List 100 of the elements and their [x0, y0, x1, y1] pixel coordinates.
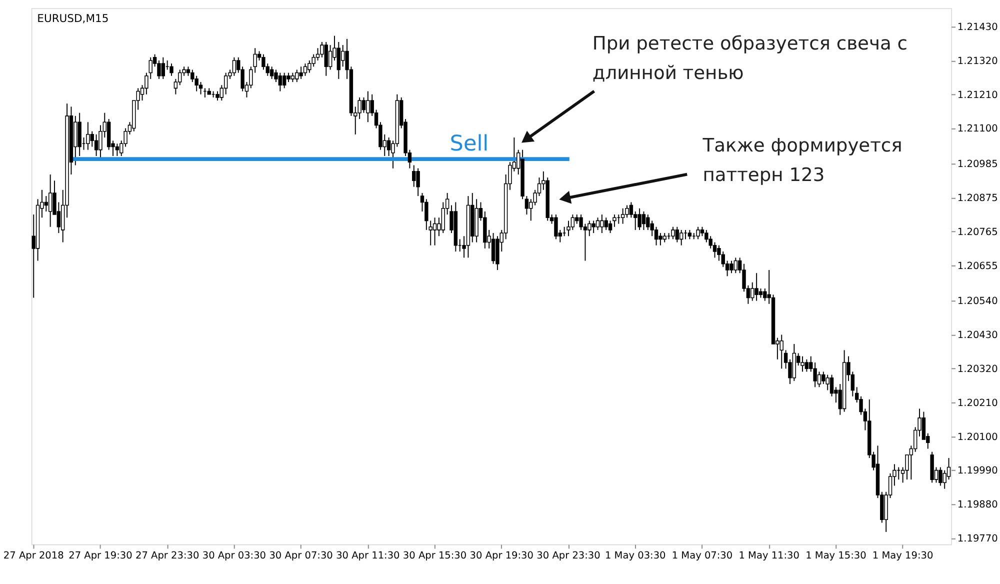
candlestick — [336, 41, 341, 80]
candlestick — [712, 242, 717, 258]
candlestick — [596, 217, 600, 230]
candlestick — [282, 72, 286, 89]
candlestick — [416, 168, 420, 197]
y-tick-label: 1.19880 — [957, 500, 998, 511]
x-tick-label: 1 May 19:30 — [872, 550, 934, 562]
candlestick — [441, 202, 445, 234]
x-tick-label: 1 May 07:30 — [672, 550, 733, 562]
candlestick — [730, 260, 734, 274]
candlestick — [412, 164, 416, 188]
y-tick-label: 1.21100 — [957, 124, 998, 135]
y-tick-label: 1.19770 — [957, 534, 998, 545]
candlestick — [575, 214, 579, 224]
x-tick-label: 30 Apr 03:30 — [202, 550, 266, 562]
candlestick — [290, 72, 295, 83]
candlestick — [721, 251, 725, 268]
candlestick — [491, 232, 496, 264]
candlestick — [620, 208, 625, 224]
candlestick — [161, 56, 166, 80]
candlestick — [629, 202, 634, 218]
candlestick — [804, 358, 809, 372]
candlestick — [780, 334, 784, 370]
candlestick — [316, 48, 320, 61]
x-tick-label: 1 May 15:30 — [806, 550, 866, 562]
candlestick — [942, 470, 946, 490]
candlestick — [817, 371, 822, 388]
candlestick — [679, 229, 684, 246]
x-tick-label: 27 Apr 19:30 — [68, 550, 132, 562]
candlestick — [662, 232, 666, 243]
candlestick — [604, 217, 608, 230]
annotation: При ретесте образуется свеча с длинной тенью — [592, 34, 908, 84]
candlestick — [754, 272, 758, 302]
candlestick — [946, 458, 951, 480]
y-tick-label: 1.20210 — [957, 398, 998, 409]
annotation: Также формируется паттерн 123 — [702, 135, 902, 186]
candlestick — [432, 217, 437, 246]
y-tick-label: 1.20540 — [957, 296, 998, 308]
candlestick — [608, 220, 612, 234]
y-tick-label: 1.20320 — [957, 364, 998, 376]
candlestick — [270, 66, 274, 80]
candlestick — [675, 226, 680, 243]
chart-title: EURUSD,M15 — [37, 12, 109, 25]
x-tick-label: 27 Apr 23:30 — [135, 550, 200, 562]
candlestick — [216, 90, 220, 102]
candlestick — [800, 356, 804, 372]
candlestick — [826, 374, 830, 391]
ref-line-label: Sell — [450, 131, 489, 156]
candlestick — [922, 411, 926, 440]
candlestick — [638, 208, 642, 230]
candlestick — [198, 82, 203, 95]
x-tick-label: 30 Apr 11:30 — [336, 550, 400, 562]
candlestick — [570, 214, 575, 230]
candlestick — [758, 288, 763, 298]
candlestick — [224, 72, 228, 95]
candlestick — [278, 72, 282, 92]
y-tick-label: 1.21320 — [957, 56, 998, 67]
candlestick — [688, 229, 692, 240]
y-tick-label: 1.19990 — [957, 466, 998, 477]
y-tick-label: 1.20875 — [957, 193, 998, 204]
y-tick-label: 1.20765 — [957, 226, 998, 238]
candlestick — [90, 130, 94, 148]
candlestick — [588, 220, 592, 237]
candlestick — [671, 226, 675, 240]
candlestick — [554, 214, 558, 240]
y-tick-label: 1.20985 — [957, 159, 998, 170]
candlestick — [734, 257, 738, 274]
x-tick-label: 30 Apr 07:30 — [269, 550, 333, 562]
candlestick — [366, 90, 370, 123]
y-tick-label: 1.20655 — [957, 260, 998, 272]
candlestick — [700, 226, 704, 237]
x-tick-label: 30 Apr 23:30 — [536, 550, 600, 562]
x-tick-label: 27 Apr 2018 — [3, 550, 64, 562]
candlestick — [642, 210, 646, 230]
candlestick — [48, 174, 52, 228]
candlestick — [696, 226, 700, 240]
x-tick-label: 1 May 03:30 — [604, 550, 666, 562]
x-tick-label: 30 Apr 19:30 — [470, 550, 534, 562]
candlestick — [658, 232, 662, 246]
x-tick-label: 30 Apr 15:30 — [402, 550, 467, 562]
candlestick — [654, 226, 658, 246]
y-tick-label: 1.20100 — [957, 432, 998, 443]
y-tick-label: 1.20430 — [957, 330, 998, 342]
candlestick — [340, 44, 345, 68]
candlestick — [303, 63, 308, 76]
candlestick — [830, 374, 834, 397]
y-tick-label: 1.21430 — [957, 22, 998, 33]
candlestick — [170, 63, 174, 76]
candlestick — [386, 137, 391, 156]
candlestick — [328, 44, 332, 70]
candlestick — [299, 66, 303, 80]
candlestick — [600, 214, 604, 234]
x-tick-label: 1 May 11:30 — [738, 550, 800, 562]
candlestick — [286, 72, 290, 83]
candlestick — [324, 41, 328, 76]
candlestick — [232, 56, 236, 76]
candlestick — [94, 134, 98, 156]
candlestick — [750, 282, 754, 302]
candlestick — [592, 220, 596, 234]
candlestick — [295, 69, 299, 83]
